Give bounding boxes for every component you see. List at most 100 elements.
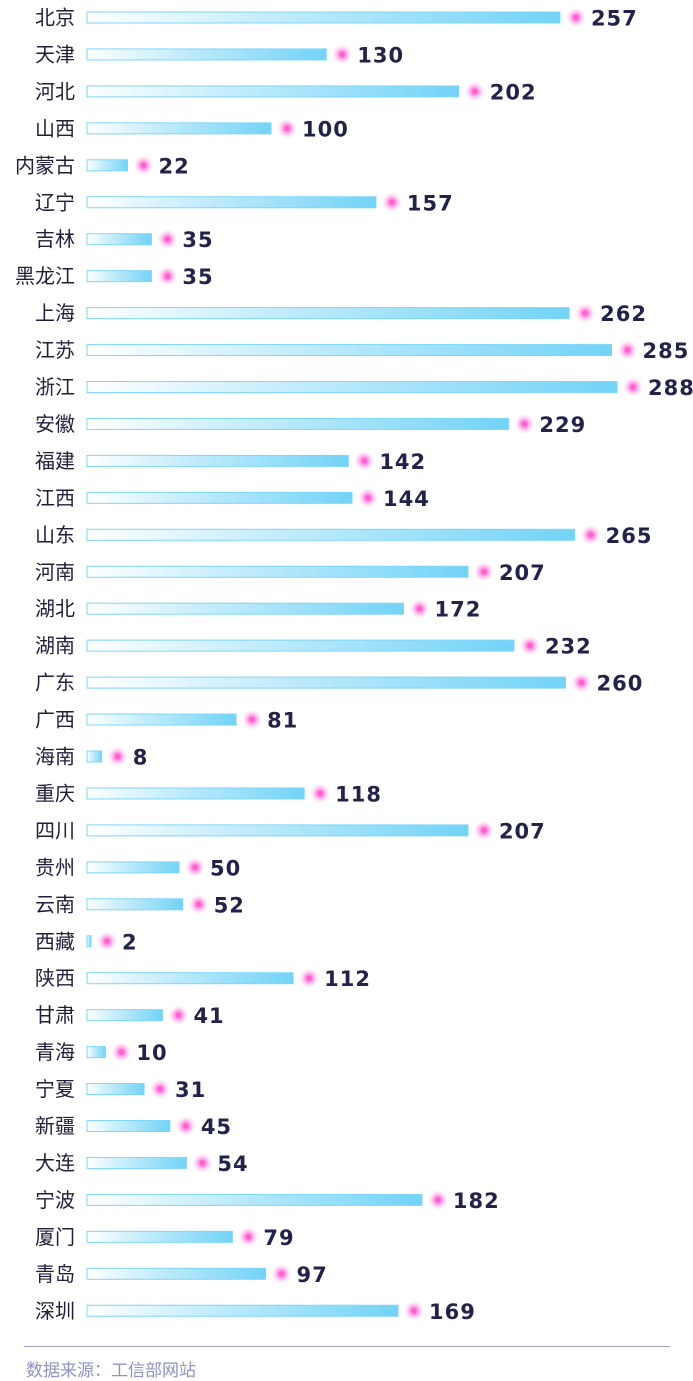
value-label: 35 <box>182 228 213 252</box>
category-label: 黑龙江 <box>15 264 75 288</box>
category-label: 西藏 <box>35 929 75 953</box>
value-label: 260 <box>596 672 643 696</box>
bar-end-marker-core <box>164 273 171 279</box>
category-label: 四川 <box>35 818 75 842</box>
bar <box>86 122 272 135</box>
bar <box>86 676 566 689</box>
bar <box>86 344 612 357</box>
value-label: 2 <box>122 930 138 954</box>
category-label: 新疆 <box>35 1114 75 1138</box>
bar-end-marker-core <box>416 606 423 612</box>
value-label: 157 <box>407 191 454 215</box>
category-label: 海南 <box>35 745 75 769</box>
bar <box>86 454 349 467</box>
bar <box>86 1009 163 1022</box>
category-label: 宁夏 <box>35 1077 75 1101</box>
category-label: 青岛 <box>35 1262 75 1286</box>
category-label: 吉林 <box>35 227 75 251</box>
bar <box>86 898 184 911</box>
bar <box>86 528 576 541</box>
category-label: 云南 <box>35 892 75 916</box>
value-label: 285 <box>642 339 689 363</box>
bar-end-marker-core <box>630 384 636 390</box>
bar-end-marker-core <box>578 680 585 686</box>
category-label: 福建 <box>35 449 75 473</box>
bar-end-marker-core <box>573 14 579 21</box>
bar <box>86 1083 145 1096</box>
bar <box>86 935 92 948</box>
bar <box>86 713 237 726</box>
value-label: 54 <box>217 1152 248 1176</box>
category-label: 辽宁 <box>35 190 75 214</box>
value-label: 81 <box>267 709 298 733</box>
value-label: 10 <box>136 1041 167 1065</box>
category-label: 江西 <box>35 486 75 510</box>
footer-divider <box>24 1346 670 1347</box>
bar <box>86 196 377 209</box>
value-label: 45 <box>201 1115 232 1139</box>
value-label: 265 <box>606 524 653 548</box>
bar <box>86 639 515 652</box>
bar <box>86 307 570 320</box>
value-label: 22 <box>158 154 189 178</box>
value-label: 182 <box>453 1189 500 1213</box>
value-label: 97 <box>297 1263 328 1287</box>
value-label: 172 <box>435 598 482 622</box>
bar-end-marker-core <box>317 790 323 797</box>
value-label: 202 <box>490 80 537 104</box>
bar-end-marker-core <box>389 199 395 205</box>
bar <box>86 787 305 800</box>
value-label: 207 <box>499 819 546 843</box>
bar-end-marker-core <box>527 643 533 649</box>
value-label: 142 <box>379 450 426 474</box>
value-label: 130 <box>357 43 404 67</box>
category-label: 甘肃 <box>35 1003 75 1027</box>
value-label: 207 <box>499 561 546 585</box>
bar-end-marker-core <box>164 236 171 242</box>
value-label: 100 <box>302 117 349 141</box>
value-label: 169 <box>429 1300 476 1324</box>
category-label: 山东 <box>35 523 75 547</box>
bar <box>86 1304 399 1317</box>
bar-end-marker-core <box>199 1160 205 1166</box>
bar-end-marker-core <box>472 88 478 94</box>
bar-end-marker-core <box>481 827 487 834</box>
category-label: 深圳 <box>35 1299 75 1323</box>
value-label: 144 <box>383 487 430 511</box>
bar-end-marker-core <box>278 1271 285 1277</box>
value-label: 50 <box>210 856 241 880</box>
value-label: 118 <box>335 782 382 806</box>
bar <box>86 750 103 763</box>
value-label: 257 <box>591 7 638 31</box>
category-label: 北京 <box>35 6 75 30</box>
bar <box>86 381 618 393</box>
category-label: 陕西 <box>35 966 75 990</box>
bar <box>86 417 509 430</box>
bar <box>86 1120 171 1132</box>
value-label: 41 <box>193 1004 224 1028</box>
category-label: 贵州 <box>35 855 75 879</box>
bar-end-marker-core <box>140 162 147 168</box>
bar-end-marker-core <box>339 51 345 58</box>
bar-end-marker-core <box>361 458 367 464</box>
bar-end-marker-core <box>582 310 588 316</box>
bar-end-marker-core <box>245 1234 251 1240</box>
bar-end-marker-core <box>115 753 121 760</box>
bar-end-marker-core <box>588 532 594 538</box>
bar <box>86 233 152 246</box>
bar <box>86 861 180 874</box>
category-label: 山西 <box>35 116 75 140</box>
value-label: 112 <box>324 967 371 991</box>
bar-end-marker-core <box>284 125 290 131</box>
bar-end-marker-core <box>624 347 631 353</box>
bar-end-marker-core <box>157 1086 163 1092</box>
bar <box>86 1267 267 1280</box>
category-label: 宁波 <box>35 1188 75 1212</box>
bar <box>86 11 561 24</box>
category-label: 广东 <box>35 671 75 695</box>
bar <box>86 1230 233 1243</box>
value-label: 52 <box>214 893 245 917</box>
bar <box>86 1156 187 1169</box>
bar <box>86 824 469 837</box>
bar-end-marker-core <box>175 1012 182 1018</box>
